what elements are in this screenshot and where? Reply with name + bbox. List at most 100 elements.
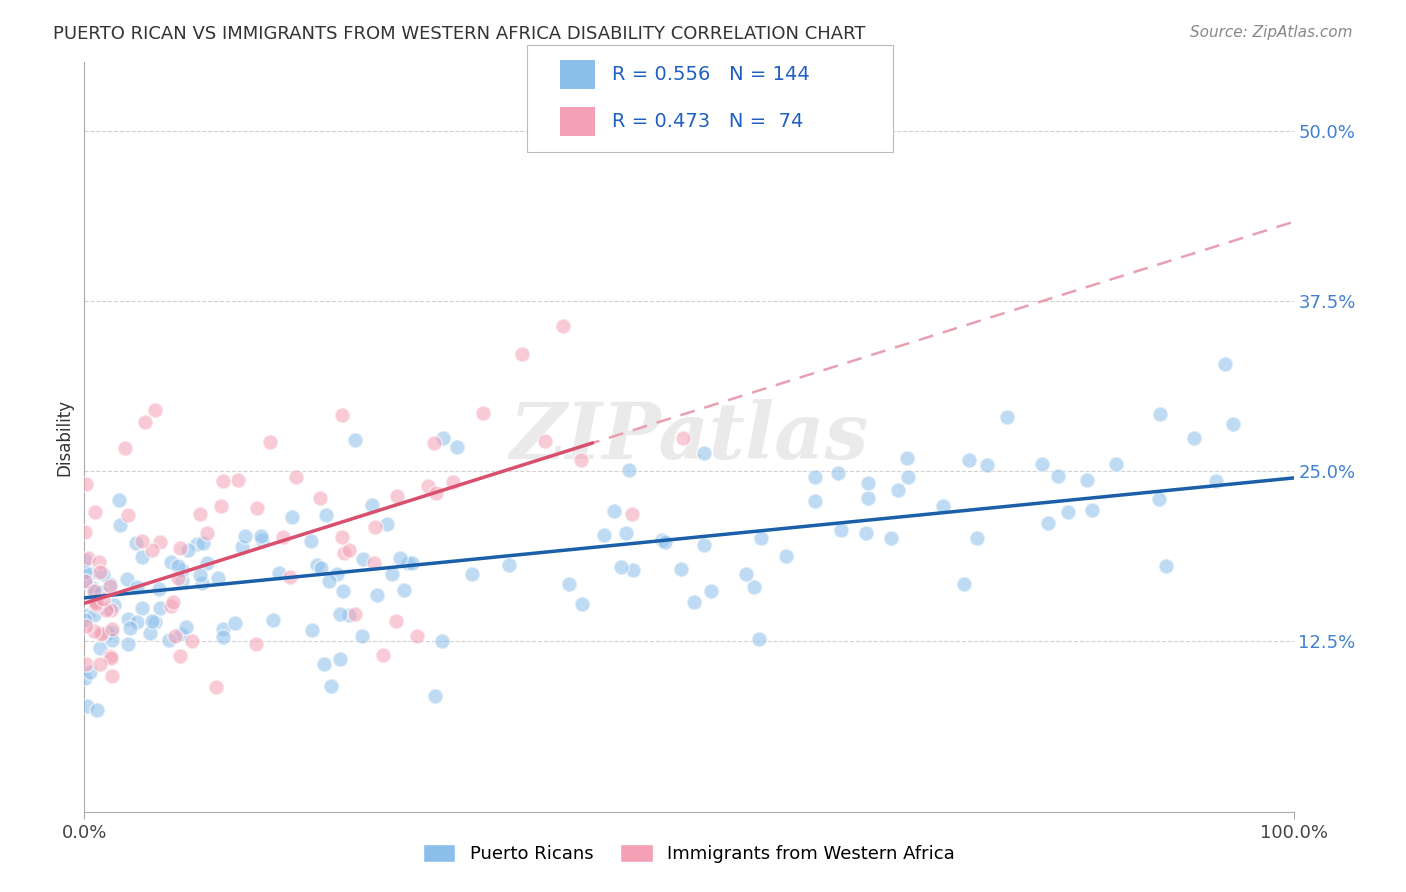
Point (73, 553, 96, 567)
Point (141, 542, 163, 557)
Point (149, 601, 172, 615)
Point (651, 533, 673, 547)
Point (76, 698, 98, 713)
Point (84, 598, 107, 612)
Point (125, 615, 148, 629)
Point (73, 566, 96, 580)
Point (388, 551, 411, 566)
Point (226, 473, 249, 487)
Text: ZIPatlas: ZIPatlas (509, 399, 869, 475)
Point (117, 612, 139, 626)
Point (98, 577, 121, 591)
Point (143, 615, 166, 629)
Point (308, 491, 330, 505)
Point (82, 582, 104, 596)
Point (1182, 431, 1205, 445)
Point (114, 441, 136, 455)
Point (416, 479, 439, 493)
Point (79, 566, 101, 580)
Point (498, 558, 520, 572)
Point (262, 613, 284, 627)
Point (100, 603, 122, 617)
Point (1105, 457, 1128, 471)
Point (510, 347, 533, 361)
Point (84, 596, 107, 610)
Point (170, 563, 193, 577)
Point (592, 528, 614, 542)
Point (90, 584, 112, 599)
Point (117, 637, 139, 651)
Point (143, 402, 166, 417)
Point (87, 555, 110, 569)
Point (446, 440, 468, 454)
Point (89, 565, 111, 579)
Point (233, 529, 256, 543)
Point (751, 531, 773, 545)
Point (100, 625, 122, 640)
Point (73, 613, 96, 627)
Point (326, 567, 349, 582)
Point (350, 629, 373, 643)
Point (775, 549, 797, 564)
Point (931, 499, 953, 513)
Point (896, 450, 918, 465)
Point (141, 615, 163, 629)
Point (672, 431, 695, 445)
Point (90, 627, 112, 641)
Point (124, 535, 146, 549)
Point (177, 543, 200, 558)
Point (75, 619, 97, 633)
Point (195, 556, 218, 570)
Point (571, 598, 593, 612)
Point (157, 633, 180, 648)
Point (311, 560, 333, 574)
Point (259, 434, 281, 449)
Point (83, 504, 105, 518)
Point (329, 607, 352, 621)
Point (976, 458, 998, 472)
Point (125, 580, 148, 594)
Point (167, 571, 190, 585)
Point (425, 689, 447, 703)
Text: R = 0.473   N =  74: R = 0.473 N = 74 (612, 112, 803, 131)
Point (212, 622, 235, 636)
Point (131, 550, 153, 565)
Point (1056, 505, 1078, 519)
Point (1081, 503, 1104, 517)
Point (100, 651, 122, 665)
Point (75, 574, 97, 589)
Point (957, 452, 980, 467)
Point (700, 583, 723, 598)
Point (188, 507, 211, 521)
Point (299, 533, 322, 548)
Point (966, 531, 988, 545)
Text: R = 0.556   N = 144: R = 0.556 N = 144 (612, 65, 810, 84)
Point (352, 552, 374, 566)
Point (432, 431, 454, 445)
Point (1147, 492, 1170, 507)
Point (329, 652, 352, 666)
Point (804, 494, 827, 508)
Point (887, 483, 910, 497)
Point (117, 508, 139, 523)
Point (98, 579, 121, 593)
Point (252, 533, 274, 547)
Point (101, 669, 124, 683)
Point (75, 477, 97, 491)
Point (191, 576, 214, 591)
Point (558, 576, 581, 591)
Point (363, 556, 385, 570)
Point (1038, 516, 1060, 531)
Point (163, 629, 186, 643)
Point (827, 466, 849, 480)
Point (167, 559, 190, 574)
Point (880, 531, 903, 545)
Point (138, 626, 160, 640)
Point (1213, 357, 1236, 371)
Point (75, 524, 97, 539)
Point (89, 657, 111, 671)
Point (73, 574, 96, 588)
Point (533, 434, 555, 448)
Point (115, 572, 138, 586)
Point (610, 560, 633, 574)
